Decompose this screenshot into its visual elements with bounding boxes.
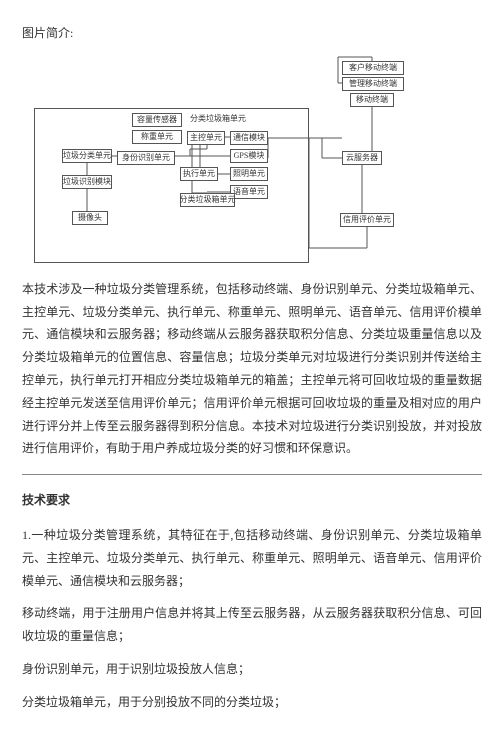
requirement-item: 移动终端，用于注册用户信息并将其上传至云服务器，从云服务器获取积分信息、可回收垃…: [22, 602, 482, 648]
diagram-box-mgmt_mobile: 管理移动终端: [342, 77, 404, 91]
system-diagram: 客户移动终端管理移动终端移动终端容量传感器分类垃圾箱单元称重单元主控单元通信模块…: [22, 53, 482, 268]
diagram-box-id_rec_unit: 身份识别单元: [117, 151, 175, 165]
section-title: 技术要求: [22, 489, 482, 512]
diagram-box-comm_module: 通信模块: [230, 131, 268, 145]
diagram-box-cloud_server: 云服务器: [342, 151, 382, 165]
diagram-box-lighting_unit: 照明单元: [230, 167, 268, 181]
requirement-item: 分类垃圾箱单元，用于分别投放不同的分类垃圾；: [22, 691, 482, 714]
diagram-box-mobile_terminal: 移动终端: [350, 93, 394, 107]
intro-label: 图片简介:: [22, 22, 482, 45]
diagram-box-capacity_sensor: 容量传感器: [132, 113, 182, 127]
diagram-box-client_mobile: 客户移动终端: [342, 61, 404, 75]
diagram-box-voice_unit: 语音单元: [230, 185, 268, 199]
diagram-box-trash_label: 分类垃圾箱单元: [187, 113, 249, 125]
diagram-box-camera: 摄像头: [72, 211, 108, 225]
diagram-box-weigh_unit: 称重单元: [132, 130, 182, 144]
diagram-box-sort_bin_unit: 分类垃圾箱单元: [180, 193, 235, 207]
description-paragraph: 本技术涉及一种垃圾分类管理系统，包括移动终端、身份识别单元、分类垃圾箱单元、主控…: [22, 278, 482, 460]
requirement-item: 身份识别单元，用于识别垃圾投放人信息；: [22, 658, 482, 681]
section-divider: [22, 474, 482, 475]
diagram-box-master_unit: 主控单元: [187, 131, 225, 145]
diagram-box-gps_module: GPS模块: [230, 149, 268, 163]
diagram-box-exec_unit: 执行单元: [180, 167, 218, 181]
diagram-box-trash_rec_mod: 垃圾识别模块: [62, 175, 112, 189]
diagram-box-credit_eval: 信用评价单元: [340, 213, 394, 227]
requirement-item: 1.一种垃圾分类管理系统，其特征在于,包括移动终端、身份识别单元、分类垃圾箱单元…: [22, 524, 482, 592]
diagram-box-trash_sort_u: 垃圾分类单元: [62, 149, 112, 163]
